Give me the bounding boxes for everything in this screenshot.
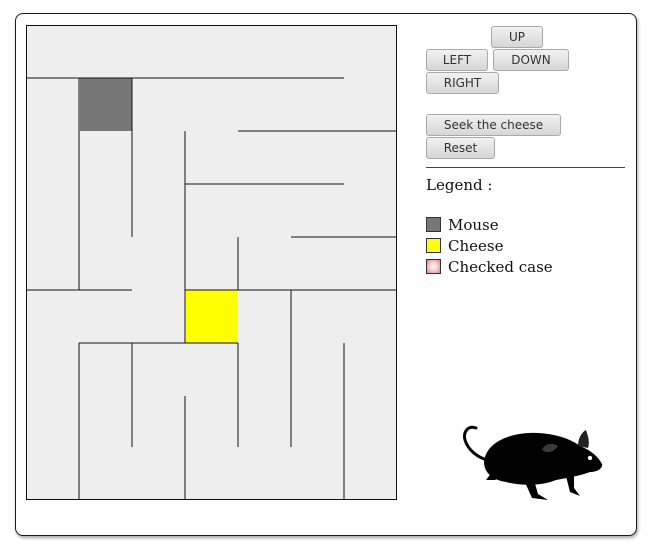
mouse-cell [80,78,132,131]
up-button[interactable]: UP [491,26,543,48]
right-button[interactable]: RIGHT [426,72,499,94]
cheese-swatch [426,238,441,253]
cheese-cell [186,290,238,343]
mouse-illustration [463,425,603,500]
checked-case-swatch [426,259,441,274]
left-button[interactable]: LEFT [426,49,488,71]
separator [426,167,625,168]
legend-label-cheese: Cheese [448,237,504,255]
mouse-swatch [426,217,441,232]
legend-title: Legend : [426,176,493,194]
legend-label-checked: Checked case [448,258,553,276]
maze-walls [27,77,397,500]
down-button[interactable]: DOWN [493,49,569,71]
seek-cheese-button[interactable]: Seek the cheese [426,114,561,136]
legend-label-mouse: Mouse [448,216,499,234]
reset-button[interactable]: Reset [426,137,495,159]
maze-board [26,25,397,500]
wall-lines [27,77,397,500]
